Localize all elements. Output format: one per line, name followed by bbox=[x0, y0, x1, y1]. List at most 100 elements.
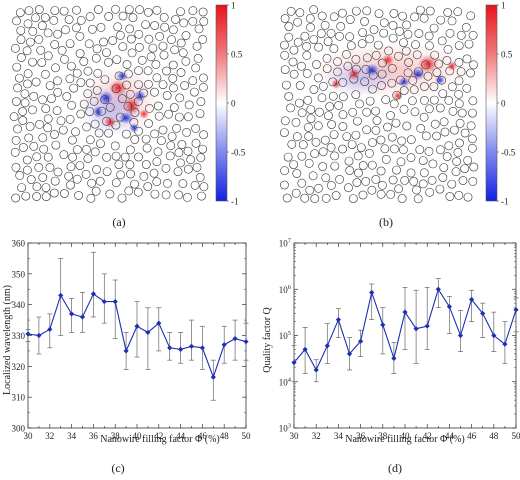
nanowire bbox=[126, 34, 136, 44]
nanowire bbox=[410, 12, 419, 22]
nanowire bbox=[108, 36, 118, 45]
nanowire bbox=[155, 32, 164, 41]
nanowire bbox=[96, 139, 105, 148]
nanowire bbox=[199, 16, 209, 26]
nanowire bbox=[137, 55, 147, 65]
nanowire bbox=[82, 144, 91, 154]
field-hotspot-a bbox=[80, 66, 160, 136]
data-point bbox=[178, 346, 184, 352]
nanowire bbox=[400, 175, 410, 185]
nanowire bbox=[447, 179, 457, 189]
data-point bbox=[101, 298, 107, 305]
nanowire bbox=[45, 162, 55, 172]
data-point bbox=[469, 296, 475, 303]
nanowire bbox=[351, 90, 361, 99]
y-tick-label: 330 bbox=[12, 331, 26, 341]
nanowire bbox=[134, 42, 144, 52]
nanowire bbox=[394, 51, 403, 61]
nanowire bbox=[69, 83, 79, 93]
nanowire bbox=[32, 152, 42, 162]
panel-label-b: (b) bbox=[379, 215, 393, 229]
colorbar-tick-label: -0.5 bbox=[501, 148, 516, 158]
nanowire bbox=[66, 162, 76, 172]
nanowire bbox=[73, 145, 82, 155]
nanowire bbox=[443, 8, 453, 17]
nanowire bbox=[176, 7, 185, 17]
nanowire bbox=[345, 166, 355, 175]
data-point bbox=[346, 351, 353, 357]
nanowire bbox=[388, 33, 398, 43]
nanowire bbox=[22, 46, 32, 56]
nanowire bbox=[331, 191, 341, 200]
nanowire bbox=[15, 170, 25, 180]
nanowire bbox=[168, 25, 178, 35]
nanowire bbox=[64, 171, 74, 181]
y-tick-label: 360 bbox=[12, 239, 26, 249]
nanowire bbox=[362, 6, 372, 16]
nanowire bbox=[432, 68, 442, 77]
nanowire bbox=[437, 75, 447, 85]
nanowire bbox=[92, 165, 101, 174]
nanowire bbox=[164, 109, 173, 119]
data-point bbox=[446, 304, 452, 310]
nanowire bbox=[305, 185, 315, 195]
data-point bbox=[167, 345, 173, 351]
nanowire bbox=[306, 22, 315, 32]
nanowire bbox=[165, 151, 175, 161]
nanowire bbox=[122, 60, 132, 69]
nanowire bbox=[318, 147, 328, 157]
nanowire bbox=[191, 138, 201, 148]
nanowire bbox=[357, 39, 367, 49]
nanowire bbox=[111, 4, 120, 14]
nanowire bbox=[412, 50, 422, 60]
nanowire bbox=[143, 66, 153, 76]
colorbar-b: 1 0.5 0 -0.5 -1 bbox=[485, 1, 516, 207]
nanowire bbox=[358, 190, 368, 200]
nanowire bbox=[43, 152, 53, 162]
nanowire bbox=[28, 57, 37, 67]
nanowire bbox=[353, 168, 363, 178]
nanowire bbox=[123, 101, 133, 111]
nanowire bbox=[447, 16, 457, 26]
nanowire bbox=[178, 179, 188, 189]
nanowire bbox=[351, 6, 361, 16]
nanowire bbox=[85, 107, 95, 116]
nanowire bbox=[90, 147, 100, 157]
nanowire bbox=[31, 13, 40, 23]
nanowire bbox=[9, 112, 19, 122]
nanowire bbox=[292, 132, 302, 142]
panel-label-c: (c) bbox=[111, 461, 124, 475]
nanowire bbox=[358, 28, 367, 37]
nanowire bbox=[76, 15, 86, 25]
nanowire bbox=[362, 53, 372, 63]
nanowire bbox=[280, 65, 290, 74]
nanowire bbox=[182, 192, 192, 202]
nanowire bbox=[190, 180, 200, 190]
nanowire bbox=[328, 77, 338, 87]
nanowire bbox=[21, 191, 31, 201]
nanowire bbox=[463, 192, 473, 202]
nanowire bbox=[434, 59, 444, 69]
nanowire bbox=[329, 130, 339, 139]
nanowire bbox=[435, 103, 445, 113]
colorbar-tick-label: 0.5 bbox=[501, 50, 513, 60]
nanowire bbox=[192, 41, 202, 51]
nanowire bbox=[300, 193, 310, 203]
nanowire bbox=[71, 127, 80, 137]
nanowire bbox=[466, 11, 476, 21]
nanowire bbox=[338, 144, 347, 154]
nanowire bbox=[396, 157, 406, 167]
nanowire bbox=[75, 161, 85, 170]
nanowire bbox=[386, 189, 396, 199]
nanowire bbox=[453, 7, 463, 17]
nanowire bbox=[358, 161, 368, 170]
nanowire bbox=[445, 192, 455, 201]
nanowire bbox=[287, 139, 297, 149]
nanowire bbox=[438, 173, 448, 182]
nanowire bbox=[47, 94, 56, 103]
y-tick-label: 300 bbox=[12, 424, 26, 434]
nanowire bbox=[289, 69, 299, 79]
nanowire bbox=[13, 124, 22, 134]
nanowire bbox=[313, 73, 323, 83]
